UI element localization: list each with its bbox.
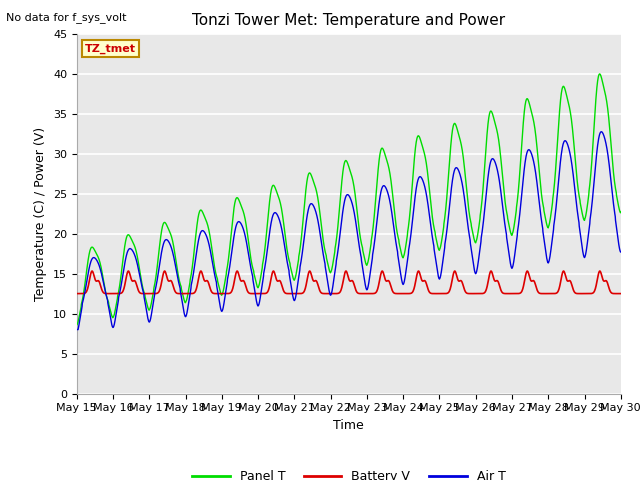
Text: No data for f_sys_volt: No data for f_sys_volt	[6, 12, 127, 23]
Text: TZ_tmet: TZ_tmet	[85, 44, 136, 54]
X-axis label: Time: Time	[333, 419, 364, 432]
Title: Tonzi Tower Met: Temperature and Power: Tonzi Tower Met: Temperature and Power	[192, 13, 506, 28]
Y-axis label: Temperature (C) / Power (V): Temperature (C) / Power (V)	[35, 127, 47, 300]
Legend: Panel T, Battery V, Air T: Panel T, Battery V, Air T	[187, 465, 511, 480]
